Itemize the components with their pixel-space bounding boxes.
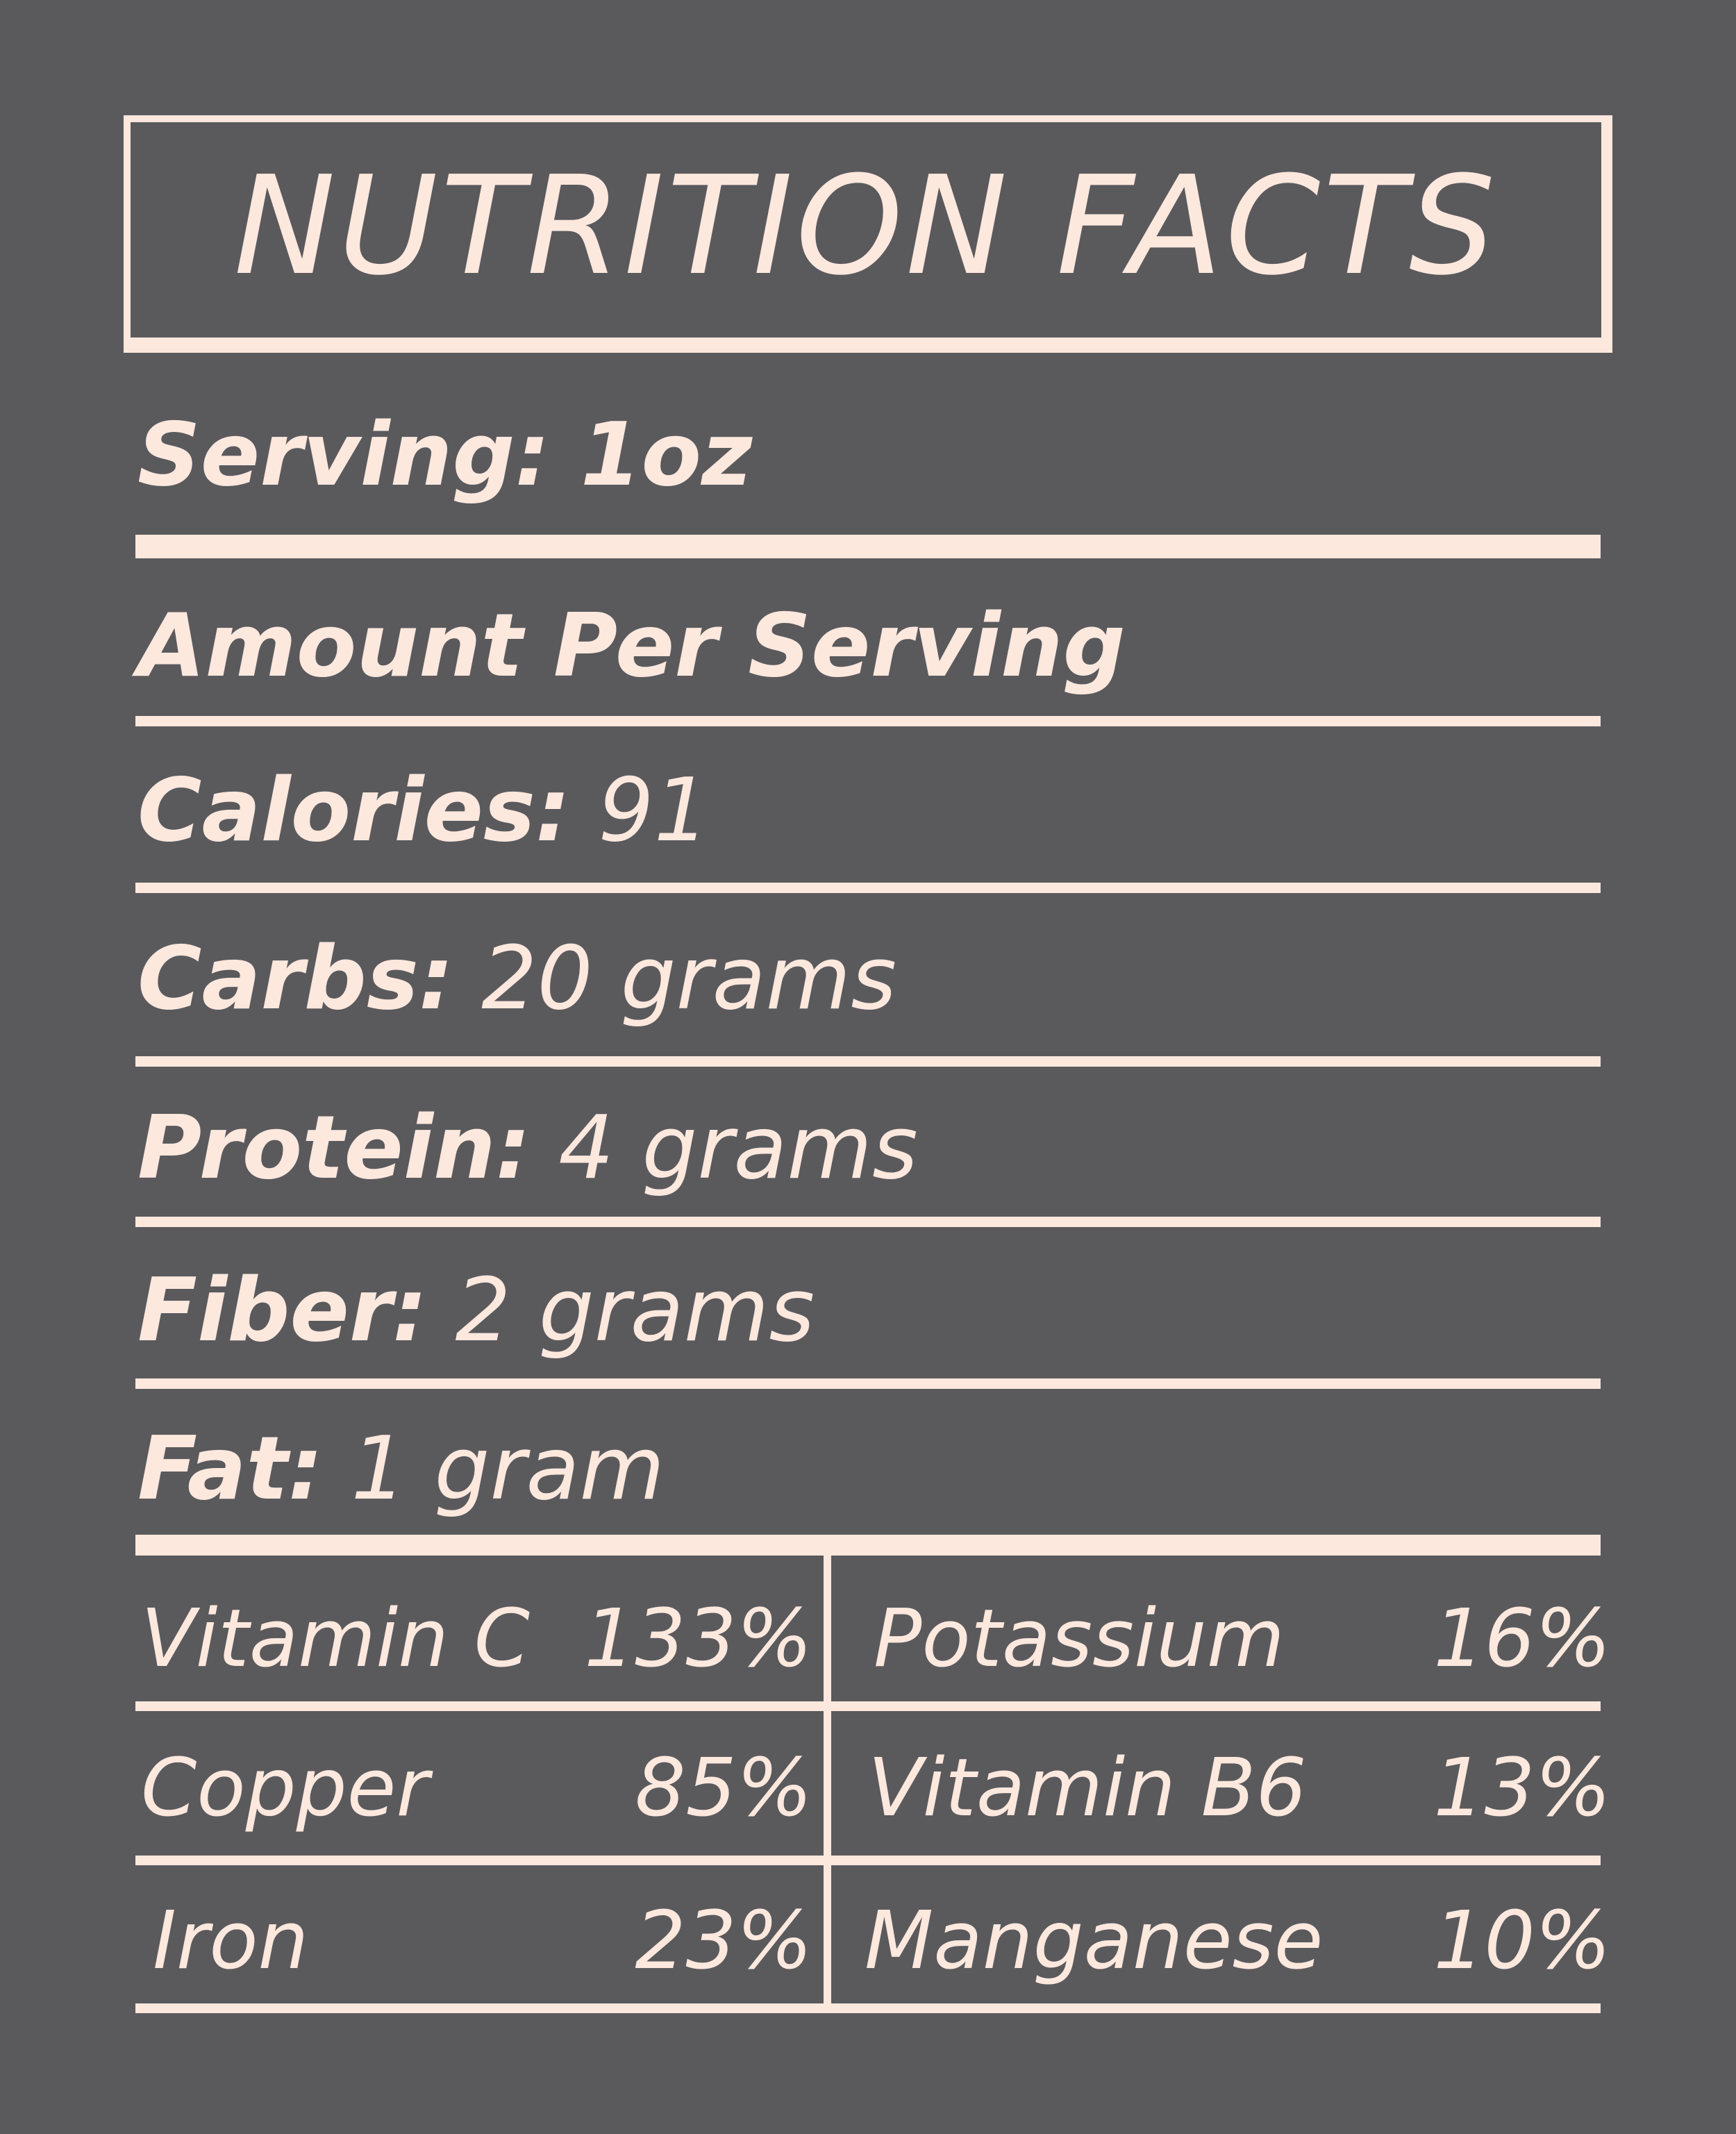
mineral-name: Vitamin B6 — [868, 1742, 1307, 1835]
thick-divider — [135, 535, 1601, 558]
divider — [135, 1856, 1601, 1865]
mineral-value: 10% — [1433, 1894, 1611, 1987]
mineral-name: Copper — [141, 1742, 429, 1835]
fact-row-fiber: Fiber: 2 grams — [137, 1259, 815, 1361]
mineral-name: Manganese — [865, 1894, 1324, 1987]
fact-row-calories: Calories: 91 — [137, 759, 710, 861]
title-box: NUTRITION FACTS — [124, 115, 1612, 353]
divider — [135, 1056, 1601, 1067]
amount-per-serving-heading: Amount Per Serving — [137, 594, 1126, 697]
fact-row-fat: Fat: 1 gram — [137, 1417, 665, 1519]
mineral-value: 85% — [635, 1742, 812, 1835]
fact-row-carbs: Carbs: 20 grams — [137, 927, 897, 1029]
divider — [135, 2003, 1601, 2013]
mineral-value: 16% — [1433, 1592, 1611, 1685]
divider — [135, 883, 1601, 893]
divider — [135, 716, 1601, 726]
column-divider — [824, 1556, 831, 2006]
mineral-name: Potassium — [874, 1592, 1285, 1685]
mineral-name: Vitamin C — [141, 1592, 530, 1685]
thick-divider — [135, 1535, 1601, 1556]
divider — [135, 1378, 1601, 1389]
mineral-value: 23% — [635, 1894, 812, 1987]
divider — [135, 1701, 1601, 1711]
page-title: NUTRITION FACTS — [233, 147, 1499, 306]
divider — [135, 1217, 1601, 1227]
fact-row-protein: Protein: 4 grams — [137, 1097, 918, 1199]
mineral-value: 13% — [1433, 1742, 1611, 1835]
mineral-value: 133% — [584, 1592, 812, 1685]
serving-size: Serving: 1oz — [137, 403, 753, 506]
mineral-name: Iron — [153, 1894, 309, 1987]
